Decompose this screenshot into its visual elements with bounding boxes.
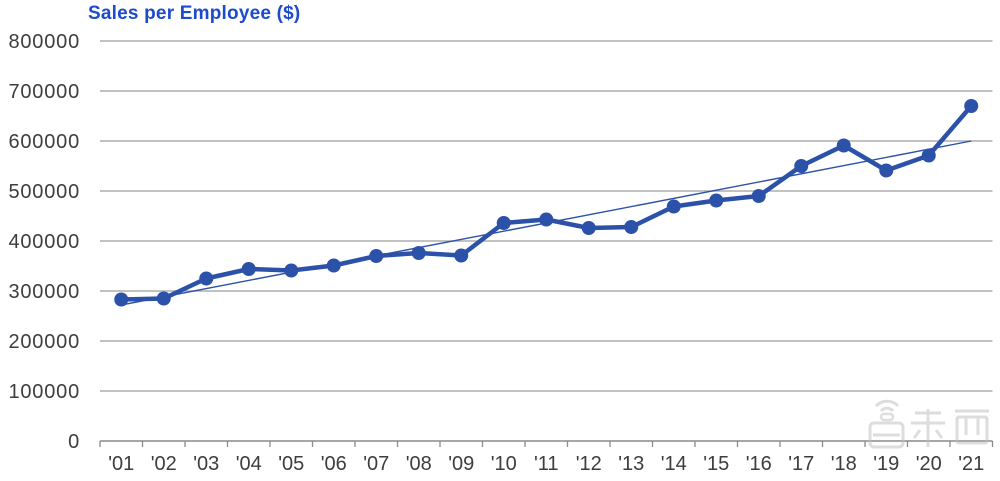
y-tick-label: 800000 xyxy=(8,31,80,53)
x-axis xyxy=(99,441,994,447)
x-tick-label: '14 xyxy=(661,453,687,475)
watermark xyxy=(868,399,989,449)
x-tick-label: '19 xyxy=(873,453,899,475)
data-point xyxy=(454,248,469,263)
y-tick-label: 300000 xyxy=(8,281,80,303)
y-tick-label: 400000 xyxy=(8,231,80,253)
x-tick-label: '21 xyxy=(958,453,984,475)
x-tick-label: '08 xyxy=(406,453,432,475)
x-tick-label: '12 xyxy=(576,453,602,475)
y-axis-labels: 800000 700000 600000 500000 400000 300000 2000… xyxy=(8,31,80,453)
data-point xyxy=(836,138,851,153)
data-point xyxy=(964,99,979,113)
x-tick-label: '16 xyxy=(746,453,772,475)
data-point xyxy=(496,216,511,230)
x-tick-label: '11 xyxy=(534,453,559,475)
data-point xyxy=(794,159,809,173)
x-tick-label: '01 xyxy=(108,453,134,475)
data-point xyxy=(879,163,894,178)
x-tick-label: '02 xyxy=(151,453,177,475)
data-point xyxy=(624,220,639,234)
y-tick-label: 500000 xyxy=(8,181,80,203)
data-point xyxy=(411,246,426,260)
x-tick-label: '09 xyxy=(448,453,474,475)
x-tick-label: '18 xyxy=(831,453,857,475)
data-point xyxy=(921,148,936,163)
x-tick-label: '04 xyxy=(236,453,262,475)
x-tick-label: '07 xyxy=(363,453,389,475)
x-axis-labels: '01 '02 '03 '04 '05 '06 '07 '08 '09 '10 '11 '12 '13 '… xyxy=(108,453,984,475)
watermark-glyph-xi xyxy=(955,409,989,445)
data-point xyxy=(709,193,724,208)
x-tick-label: '03 xyxy=(193,453,219,475)
gridlines xyxy=(100,40,993,442)
data-point xyxy=(156,291,171,306)
y-tick-label: 700000 xyxy=(8,81,80,103)
x-tick-label: '10 xyxy=(491,453,517,475)
y-tick-label: 100000 xyxy=(8,381,80,403)
y-tick-label: 0 xyxy=(68,431,80,453)
data-point xyxy=(326,258,341,273)
x-tick-label: '06 xyxy=(321,453,347,475)
data-series xyxy=(114,99,979,307)
watermark-glyph-dong xyxy=(911,409,945,447)
y-tick-label: 600000 xyxy=(8,131,80,153)
watermark-glyph-zhi xyxy=(868,421,905,449)
data-point xyxy=(114,292,129,307)
data-point xyxy=(751,189,766,203)
data-point xyxy=(666,199,681,214)
x-tick-label: '20 xyxy=(916,453,942,475)
data-point xyxy=(539,212,554,227)
x-tick-label: '17 xyxy=(788,453,814,475)
x-tick-label: '15 xyxy=(703,453,729,475)
data-point xyxy=(241,262,256,276)
data-point xyxy=(199,271,214,286)
x-tick-label: '05 xyxy=(278,453,304,475)
wifi-icon xyxy=(874,399,900,422)
chart-title: Sales per Employee ($) xyxy=(88,3,301,24)
data-point xyxy=(581,221,596,235)
y-tick-label: 200000 xyxy=(8,331,80,353)
x-tick-label: '13 xyxy=(618,453,644,475)
data-point xyxy=(369,249,384,263)
data-point xyxy=(284,263,299,278)
